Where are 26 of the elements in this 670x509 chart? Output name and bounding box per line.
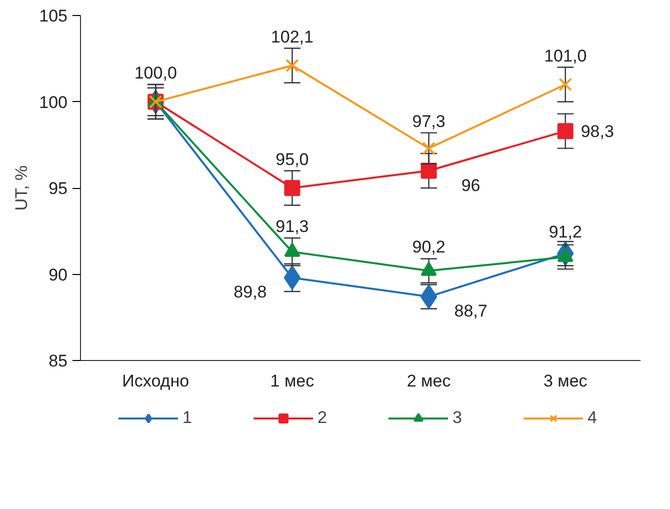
data-label: 96: [461, 176, 480, 195]
legend-label: 4: [588, 408, 598, 428]
legend-label: 2: [318, 408, 328, 428]
x-tick-label: 3 мес: [543, 372, 588, 390]
data-label: 90,2: [412, 238, 446, 257]
data-label: 89,8: [234, 282, 267, 302]
data-label: 88,7: [454, 302, 488, 321]
data-label: 91,2: [548, 222, 582, 242]
data-label: 98,3: [580, 122, 614, 142]
y-tick-label: 95: [48, 179, 68, 198]
x-tick-label: 2 мес: [406, 372, 452, 390]
data-label: 101,0: [544, 46, 587, 66]
legend-label: 1: [182, 408, 193, 428]
data-label: 91,3: [276, 217, 309, 236]
y-axis-title: UT, %: [12, 165, 32, 211]
y-tick-label: 85: [48, 352, 68, 370]
y-tick-label: 105: [39, 6, 68, 26]
data-label: 102,1: [270, 27, 314, 46]
data-label: 97,3: [412, 112, 446, 131]
data-label: 95,0: [276, 150, 309, 169]
y-tick-label: 100: [39, 92, 68, 112]
x-tick-label: 1 мес: [270, 372, 315, 390]
y-tick-label: 90: [48, 265, 68, 284]
data-label: 100,0: [134, 64, 177, 82]
legend-label: 3: [452, 408, 463, 428]
x-tick-label: Исходно: [122, 372, 190, 390]
